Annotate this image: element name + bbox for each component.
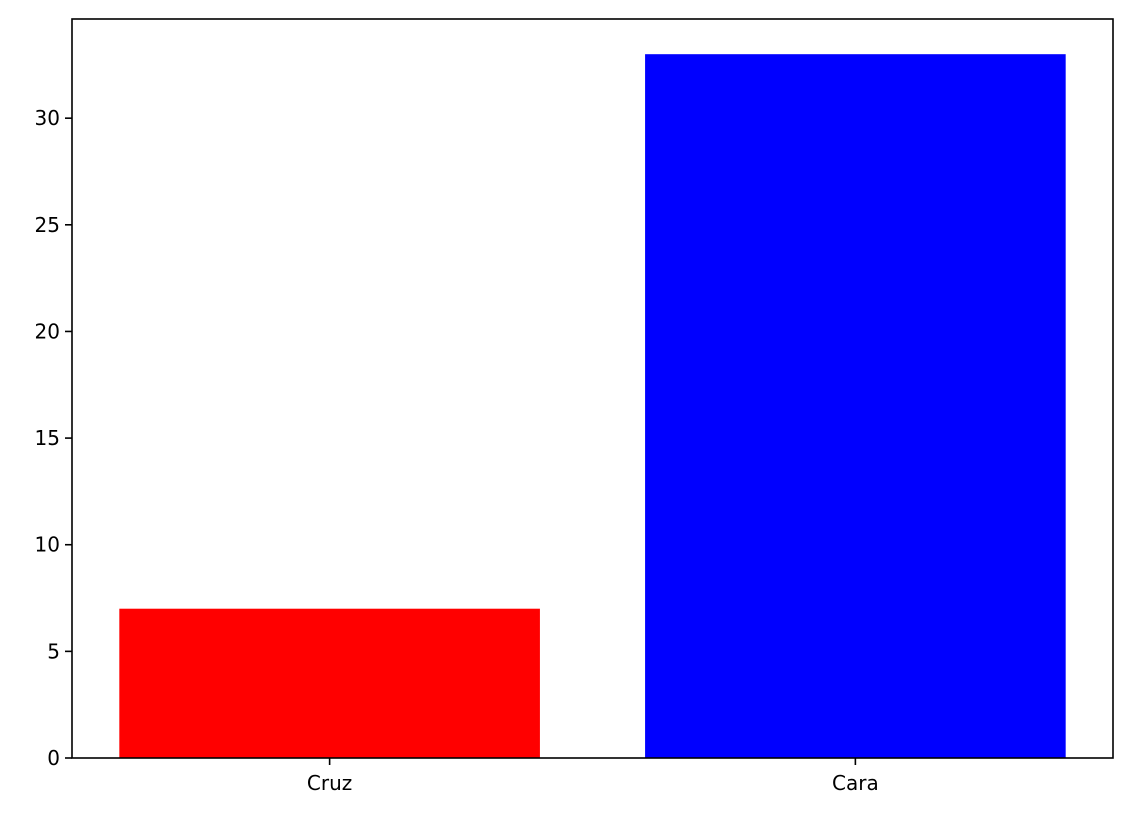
bar-cruz	[119, 608, 540, 758]
y-tick-label: 20	[35, 319, 60, 343]
x-tick-label: Cara	[832, 771, 879, 795]
y-tick-label: 5	[47, 639, 60, 663]
y-tick-label: 15	[35, 426, 60, 450]
y-tick-label: 25	[35, 213, 60, 237]
bars-group	[119, 54, 1066, 758]
y-axis-ticks: 0 5 10 15 20 25 30	[35, 106, 72, 770]
bar-cara	[645, 54, 1066, 758]
x-axis-ticks: Cruz Cara	[307, 758, 879, 795]
y-tick-label: 30	[35, 106, 60, 130]
x-tick-label: Cruz	[307, 771, 352, 795]
y-tick-label: 0	[47, 746, 60, 770]
plot-frame	[71, 18, 1114, 759]
y-tick-label: 10	[35, 533, 60, 557]
